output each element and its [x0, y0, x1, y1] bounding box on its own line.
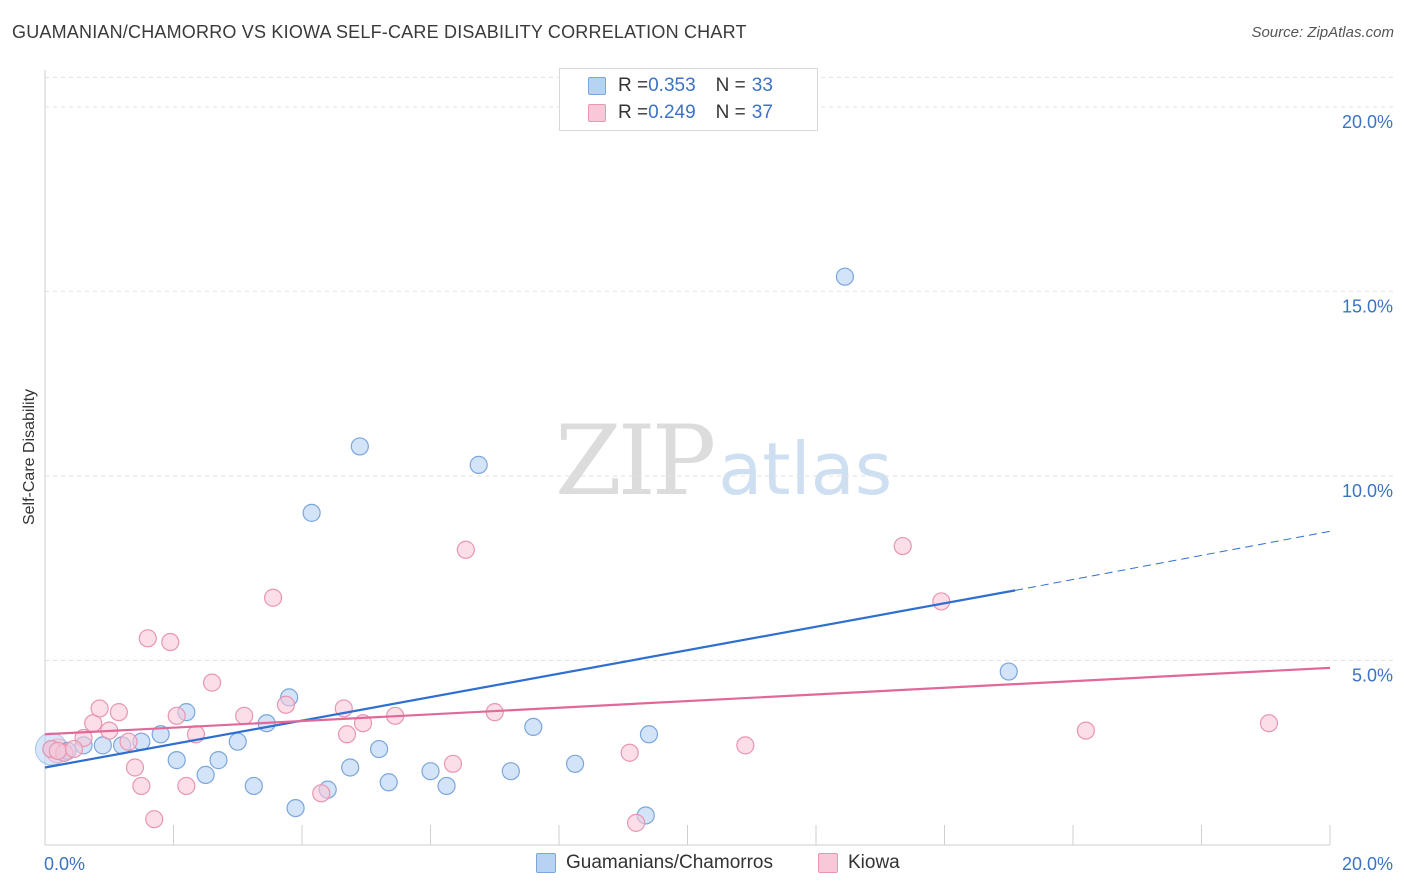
guamanian-point	[341, 758, 360, 777]
y-tick-label: 15.0%	[1342, 296, 1393, 316]
kiowa-point	[119, 732, 138, 751]
kiowa-point	[276, 695, 296, 714]
kiowa-point	[145, 810, 164, 829]
guamanian-point	[437, 776, 456, 796]
kiowa-point	[893, 536, 912, 556]
legend-swatch-blue	[588, 77, 606, 95]
y-tick-label: 10.0%	[1342, 481, 1393, 501]
guamanian-point	[524, 717, 543, 737]
guamanian-point	[370, 739, 389, 759]
guamanian-point	[228, 732, 247, 751]
legend-label-guamanians: Guamanians/Chamorros	[566, 852, 773, 873]
kiowa-point	[90, 699, 109, 718]
kiowa-point	[1259, 714, 1279, 733]
kiowa-point	[337, 725, 357, 744]
kiowa-point	[235, 706, 254, 725]
legend-r-value: 0.353	[648, 75, 696, 96]
chart-title: GUAMANIAN/CHAMORRO VS KIOWA SELF-CARE DI…	[12, 22, 747, 42]
watermark-atlas: atlas	[718, 427, 893, 511]
x-tick-label: 0.0%	[44, 854, 85, 874]
legend-r-label: R =	[618, 102, 649, 123]
legend-n-value: 37	[751, 102, 773, 123]
kiowa-point	[620, 743, 639, 762]
legend-r-label: R =	[618, 75, 649, 96]
kiowa-point	[64, 739, 84, 759]
legend-n-label: N =	[715, 102, 746, 123]
guamanian-trendline	[44, 589, 1016, 769]
kiowa-point	[138, 629, 157, 648]
y-axis-label: Self-Care Disability	[21, 389, 38, 525]
watermark-zip: ZIP	[555, 405, 716, 517]
kiowa-point	[932, 592, 951, 611]
guamanian-point	[469, 455, 488, 474]
watermark: ZIPatlas	[555, 405, 892, 517]
legend-swatch-blue	[536, 853, 556, 873]
guamanian-point	[421, 762, 440, 781]
guamanian-point	[196, 765, 215, 784]
x-tick-label: 20.0%	[1342, 854, 1393, 874]
legend-n-label: N =	[715, 75, 746, 96]
legend-n-value: 33	[751, 75, 773, 96]
kiowa-point	[109, 703, 128, 722]
guamanian-point	[350, 437, 369, 456]
guamanian-point	[999, 662, 1018, 681]
kiowa-point	[125, 758, 145, 777]
source-label: Source: ZipAtlas.com	[1251, 24, 1394, 41]
correlation-legend: R = 0.353 N = 33 R = 0.249 N = 37	[559, 68, 818, 131]
legend-swatch-pink	[588, 104, 606, 122]
kiowa-trendline	[44, 666, 1331, 736]
guamanian-point	[151, 725, 170, 744]
guamanian-point	[379, 773, 398, 792]
legend-row-guamanian: R = 0.353 N = 33	[588, 74, 773, 98]
legend-item-kiowa: Kiowa	[818, 852, 900, 874]
kiowa-point	[48, 741, 67, 760]
kiowa-point	[161, 632, 180, 652]
legend-row-kiowa: R = 0.249 N = 37	[588, 101, 773, 125]
kiowa-point	[132, 776, 151, 796]
kiowa-point	[177, 776, 196, 796]
guamanian-point	[286, 798, 305, 818]
kiowa-point	[626, 813, 646, 832]
kiowa-point	[1076, 721, 1095, 740]
kiowa-point	[167, 706, 186, 725]
guamanian-point	[302, 503, 321, 522]
guamanian-point	[209, 751, 228, 770]
series-legend: Guamanians/Chamorros Kiowa	[0, 852, 1406, 878]
legend-label-kiowa: Kiowa	[848, 852, 900, 873]
legend-item-guamanians: Guamanians/Chamorros	[536, 852, 773, 874]
guamanian-point	[639, 725, 659, 744]
guamanian-point	[565, 754, 585, 773]
kiowa-point	[312, 784, 331, 803]
guamanian-point	[501, 762, 520, 781]
guamanian-trendline-extension	[1015, 530, 1331, 591]
legend-r-value: 0.249	[648, 102, 696, 123]
guamanian-point	[835, 267, 855, 286]
kiowa-point	[456, 540, 475, 559]
y-tick-label: 20.0%	[1342, 112, 1393, 132]
guamanian-point	[167, 751, 186, 770]
kiowa-point	[443, 754, 463, 773]
kiowa-point	[263, 588, 283, 607]
kiowa-point	[736, 736, 755, 755]
y-tick-label: 5.0%	[1352, 665, 1393, 685]
legend-swatch-pink	[818, 853, 838, 873]
kiowa-point	[202, 673, 222, 692]
guamanian-point	[244, 776, 263, 796]
